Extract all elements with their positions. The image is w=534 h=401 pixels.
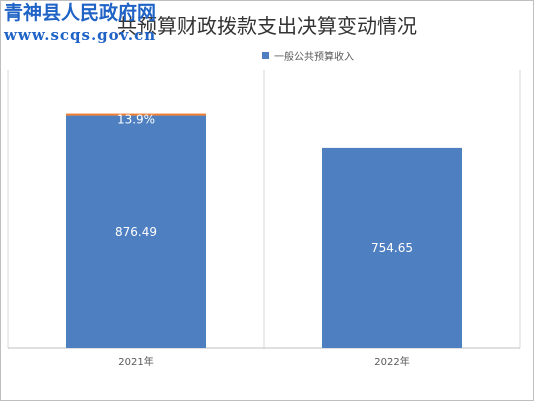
data-label: 754.65 [371,241,413,255]
x-tick-label: 2022年 [374,355,409,368]
site-watermark: 青神县人民政府网 www.scqs.gov.cn [4,2,156,46]
bar-segment [66,113,206,116]
legend-swatch [262,52,269,59]
x-tick-label: 2021年 [118,355,153,368]
legend-label: 一般公共预算收入 [274,52,354,63]
data-label: 876.49 [115,225,157,239]
chart-legend: 一般公共预算收入 [262,48,354,63]
data-label: 13.9% [117,113,155,127]
bar [66,115,206,348]
chart-title: 共预算财政拨款支出决算变动情况 [117,14,417,38]
watermark-line-2: www.scqs.gov.cn [4,26,157,44]
bar [322,147,462,348]
watermark-line-1: 青神县人民政府网 [4,2,157,24]
